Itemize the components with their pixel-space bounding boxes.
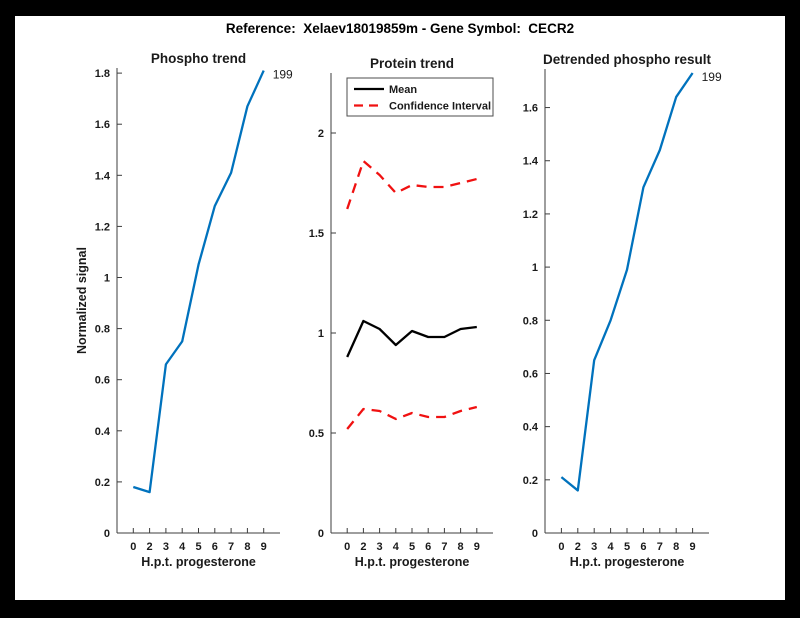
x-tick-label: 9 [474, 541, 480, 553]
y-tick-label: 0.2 [523, 475, 538, 487]
x-tick-label: 0 [344, 541, 350, 553]
x-axis-label: H.p.t. progesterone [570, 555, 685, 569]
x-tick-label: 6 [640, 541, 646, 553]
x-tick-label: 8 [458, 541, 464, 553]
figure-title: Reference: Xelaev18019859m - Gene Symbol… [225, 21, 575, 36]
y-tick-label: 0.6 [523, 368, 538, 380]
y-tick-label: 1.6 [95, 119, 110, 131]
series-line-phospho-signal [132, 70, 265, 494]
y-tick-label: 0 [104, 528, 110, 540]
y-tick-label: 0.5 [309, 428, 324, 440]
x-tick-label: 3 [591, 541, 597, 553]
y-tick-label: 1 [532, 262, 538, 274]
x-tick-label: 0 [130, 541, 136, 553]
x-tick-label: 6 [425, 541, 431, 553]
subplot-title: Phospho trend [151, 51, 246, 66]
charts-svg: 00.20.40.60.811.21.41.61.80 2 3 4 5 6 7 8 9Phosp… [75, 51, 722, 569]
y-tick-label: 0 [532, 528, 538, 540]
y-tick-label: 0.8 [523, 315, 538, 327]
subplot-title: Detrended phospho result [543, 52, 712, 67]
figure-canvas: Reference: Xelaev18019859m - Gene Symbol… [15, 16, 785, 600]
x-axis-label: H.p.t. progesterone [141, 555, 256, 569]
legend-box [346, 77, 494, 117]
x-tick-label: 7 [441, 541, 447, 553]
y-tick-label: 1.4 [523, 156, 539, 168]
endpoint-annotation: 199 [273, 68, 293, 82]
y-tick-label: 0.4 [523, 422, 539, 434]
y-tick-label: 1.6 [523, 103, 538, 115]
x-tick-label: 7 [228, 541, 234, 553]
y-tick-label: 1 [104, 273, 110, 285]
y-tick-label: 1.2 [523, 209, 538, 221]
x-tick-label: 3 [163, 541, 169, 553]
y-tick-label: 0.8 [95, 324, 110, 336]
subplot-title: Protein trend [370, 56, 454, 71]
series-line-mean [346, 319, 477, 358]
series-line-detrended-phospho [560, 72, 694, 492]
x-tick-label: 9 [261, 541, 267, 553]
y-tick-label: 1.8 [95, 68, 110, 80]
x-tick-label: 5 [409, 541, 415, 553]
x-tick-label: 5 [195, 541, 201, 553]
x-tick-label: 8 [244, 541, 250, 553]
y-tick-label: 0 [318, 528, 324, 540]
subplot-2: 00.20.40.60.811.21.41.60 2 3 4 5 6 7 8 9Detrende… [523, 52, 722, 569]
x-tick-label: 4 [393, 541, 400, 553]
y-tick-label: 1 [318, 328, 324, 340]
x-tick-label: 4 [179, 541, 186, 553]
x-tick-label: 3 [377, 541, 383, 553]
series-line-confidence-interval-lower [346, 405, 478, 430]
x-tick-label: 2 [360, 541, 366, 553]
subplot-0: 00.20.40.60.811.21.41.61.80 2 3 4 5 6 7 8 9Phosp… [75, 51, 293, 569]
legend-label: Mean [389, 84, 417, 96]
x-tick-label: 2 [575, 541, 581, 553]
y-tick-label: 0.2 [95, 477, 110, 489]
y-tick-label: 0.6 [95, 375, 110, 387]
y-tick-label: 1.2 [95, 221, 110, 233]
y-axis-label: Normalized signal [75, 247, 89, 354]
x-tick-label: 4 [608, 541, 615, 553]
y-tick-label: 0.4 [95, 426, 111, 438]
y-tick-label: 1.4 [95, 170, 111, 182]
x-tick-label: 7 [657, 541, 663, 553]
x-tick-label: 5 [624, 541, 630, 553]
x-tick-label: 2 [147, 541, 153, 553]
x-tick-label: 6 [212, 541, 218, 553]
series-line-confidence-interval-upper [346, 159, 478, 210]
x-axis-label: H.p.t. progesterone [355, 555, 470, 569]
y-tick-label: 1.5 [309, 228, 324, 240]
x-tick-label: 9 [690, 541, 696, 553]
legend-label: Confidence Interval [389, 101, 491, 113]
endpoint-annotation: 199 [702, 70, 722, 84]
x-tick-label: 8 [673, 541, 679, 553]
y-tick-label: 2 [318, 128, 324, 140]
x-tick-label: 0 [558, 541, 564, 553]
